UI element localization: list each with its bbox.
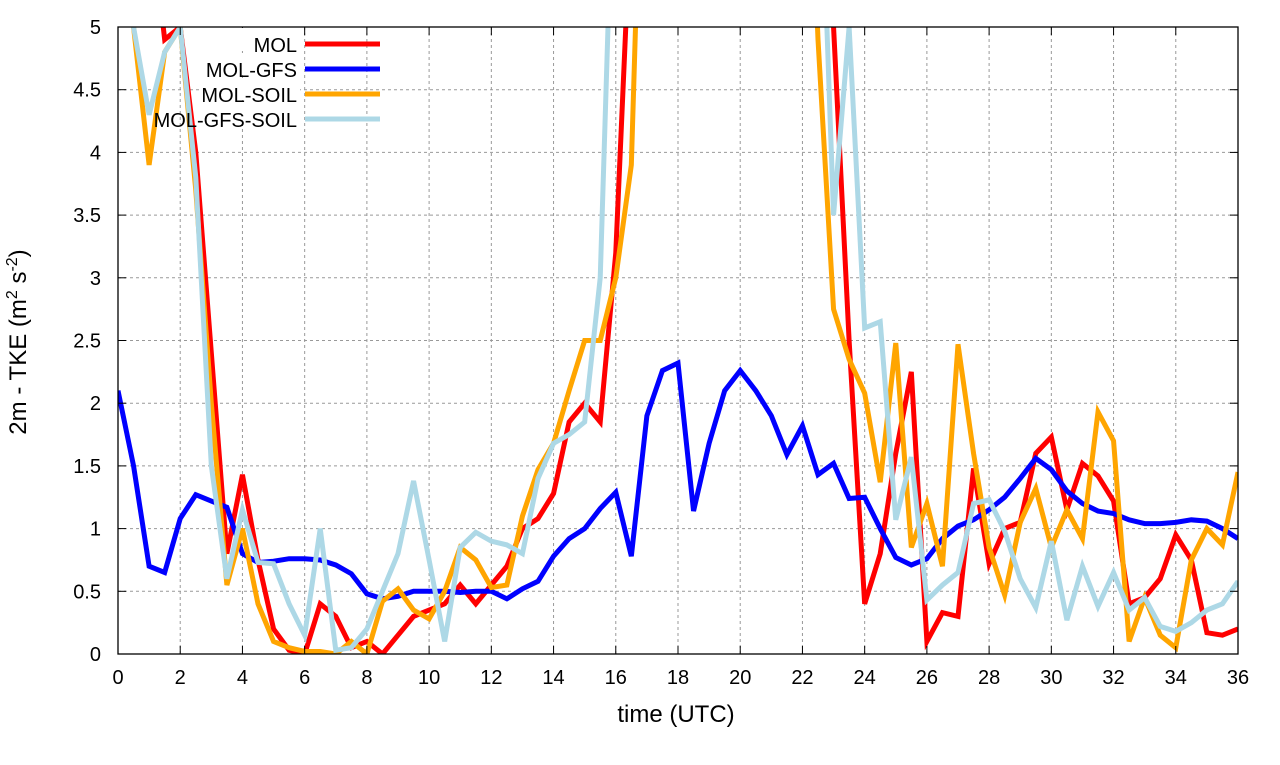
legend: MOL MOL-GFS MOL-SOIL MOL-GFS-SOIL [154,28,380,132]
x-tick-label: 28 [978,667,1000,689]
legend-bg [200,78,300,100]
y-tick-label: 4.5 [73,80,101,102]
x-tick-label: 0 [112,667,123,689]
series-line-mol-gfs [118,359,1238,602]
series-line-mol-gfs-soil [131,27,1238,654]
x-tick-label: 8 [361,667,372,689]
y-tick-label: 0 [90,644,101,666]
y-tick-label: 4 [90,142,101,164]
x-tick-label: 26 [916,667,938,689]
y-axis-label: 2m - TKE (m2 s-2) [4,249,32,434]
x-tick-label: 34 [1165,667,1187,689]
series-line-mol [160,27,1238,654]
x-tick-label: 16 [605,667,627,689]
x-tick-label: 12 [480,667,502,689]
x-tick-label: 18 [667,667,689,689]
x-tick-label: 36 [1227,667,1249,689]
x-tick-label: 20 [729,667,751,689]
y-tick-label: 3 [90,268,101,290]
legend-bg [200,28,300,50]
x-tick-label: 22 [791,667,813,689]
x-tick-label: 14 [542,667,564,689]
y-tick-label: 2 [90,393,101,415]
x-tick-label: 6 [299,667,310,689]
x-tick-label: 4 [237,667,248,689]
x-tick-label: 2 [175,667,186,689]
legend-label: MOL-GFS-SOIL [154,110,297,132]
legend-label: MOL [254,35,297,57]
y-tick-label: 1 [90,519,101,541]
x-tick-label: 30 [1040,667,1062,689]
y-tick-label: 3.5 [73,205,101,227]
legend-label: MOL-SOIL [201,85,297,107]
axis-ticks: 0 2 4 6 8 10 12 14 16 18 20 22 24 26 28 30 32 34 3600.511.… [73,17,1249,689]
x-tick-label: 24 [854,667,876,689]
x-tick-label: 32 [1102,667,1124,689]
x-axis-label: time (UTC) [617,701,734,728]
y-tick-label: 5 [90,17,101,39]
legend-bg [200,53,300,75]
y-tick-label: 2.5 [73,331,101,353]
y-tick-label: 1.5 [73,456,101,478]
y-tick-label: 0.5 [73,581,101,603]
x-tick-label: 10 [418,667,440,689]
legend-label: MOL-GFS [206,60,297,82]
legend-bg [200,103,300,125]
